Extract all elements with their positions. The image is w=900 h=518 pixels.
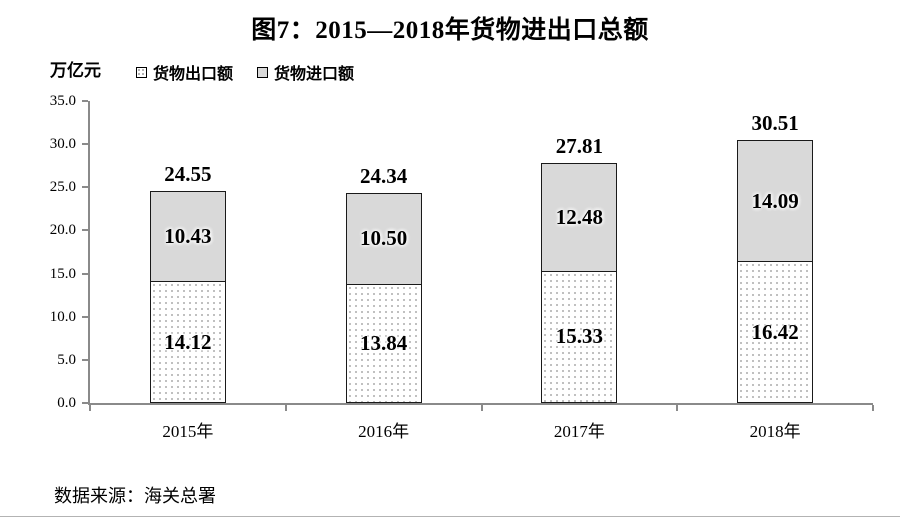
data-source-note: 数据来源：海关总署 (54, 486, 216, 506)
total-value-label: 30.51 (751, 110, 799, 135)
x-axis-category-label: 2018年 (749, 422, 801, 441)
legend-item-import: 货物进口额 (257, 60, 354, 84)
import-value-label: 14.09 (751, 188, 799, 213)
y-axis-tick (82, 315, 88, 318)
legend-item-export: 货物出口额 (136, 60, 233, 84)
chart-title: 图7：2015—2018年货物进出口总额 (251, 17, 649, 44)
legend-label-export: 货物出口额 (153, 66, 234, 83)
y-axis-tick (82, 358, 88, 361)
y-axis-line (88, 101, 90, 403)
export-value-label: 13.84 (360, 330, 408, 355)
y-axis-tick (82, 186, 88, 189)
total-value-label: 24.55 (164, 162, 212, 187)
stacked-bar: 12.48 15.33 (541, 163, 618, 403)
x-axis-line (88, 403, 873, 405)
x-axis-category-label: 2017年 (553, 422, 605, 441)
import-value-label: 10.50 (360, 226, 408, 251)
x-axis-category-label: 2016年 (358, 422, 410, 441)
stacked-bar: 14.09 16.42 (737, 139, 814, 403)
y-axis-tick-label: 15.0 (49, 265, 76, 282)
x-axis-tick (284, 405, 287, 411)
y-axis-tick (82, 402, 88, 404)
y-axis-tick (82, 100, 88, 102)
y-axis-tick-label: 25.0 (49, 179, 76, 196)
total-value-label: 27.81 (555, 134, 603, 159)
y-axis-tick-label: 20.0 (49, 222, 76, 239)
y-axis-tick (82, 229, 88, 232)
export-value-label: 16.42 (751, 319, 799, 344)
legend: 货物出口额 货物进口额 (136, 60, 354, 84)
import-value-label: 10.43 (164, 224, 212, 249)
bar-segment-import: 10.43 (150, 192, 225, 283)
export-value-label: 14.12 (164, 329, 212, 354)
x-axis-tick (89, 405, 91, 411)
bar-segment-export: 15.33 (542, 271, 617, 402)
y-axis-tick-label: 30.0 (49, 136, 76, 153)
total-value-label: 24.34 (360, 163, 408, 188)
y-axis-tick-label: 5.0 (57, 351, 76, 368)
y-axis-tick-label: 10.0 (49, 308, 76, 325)
bar-segment-export: 16.42 (738, 262, 813, 402)
legend-label-import: 货物进口额 (274, 66, 355, 83)
y-axis-unit-label: 万亿元 (50, 61, 101, 80)
bar-segment-export: 13.84 (346, 284, 421, 402)
bar-segment-export: 14.12 (150, 282, 225, 402)
y-axis-tick (82, 272, 88, 275)
bottom-divider (0, 516, 900, 517)
stacked-bar: 10.43 14.12 (149, 191, 226, 403)
x-axis-category-label: 2015年 (162, 422, 214, 441)
x-axis-tick (676, 405, 679, 411)
y-axis-tick (82, 143, 88, 146)
bar-segment-import: 12.48 (542, 164, 617, 272)
x-axis-tick (872, 405, 874, 411)
import-series-swatch-icon (257, 66, 269, 78)
bar-segment-import: 14.09 (738, 140, 813, 263)
y-axis-tick-label: 35.0 (49, 93, 76, 109)
bar-segment-import: 10.50 (346, 193, 421, 285)
export-value-label: 15.33 (555, 324, 603, 349)
stacked-bar: 10.50 13.84 (345, 192, 422, 403)
x-axis-tick (480, 405, 483, 411)
export-series-swatch-icon (136, 66, 147, 78)
import-value-label: 12.48 (555, 204, 603, 229)
y-axis-tick-label: 0.0 (57, 395, 76, 411)
